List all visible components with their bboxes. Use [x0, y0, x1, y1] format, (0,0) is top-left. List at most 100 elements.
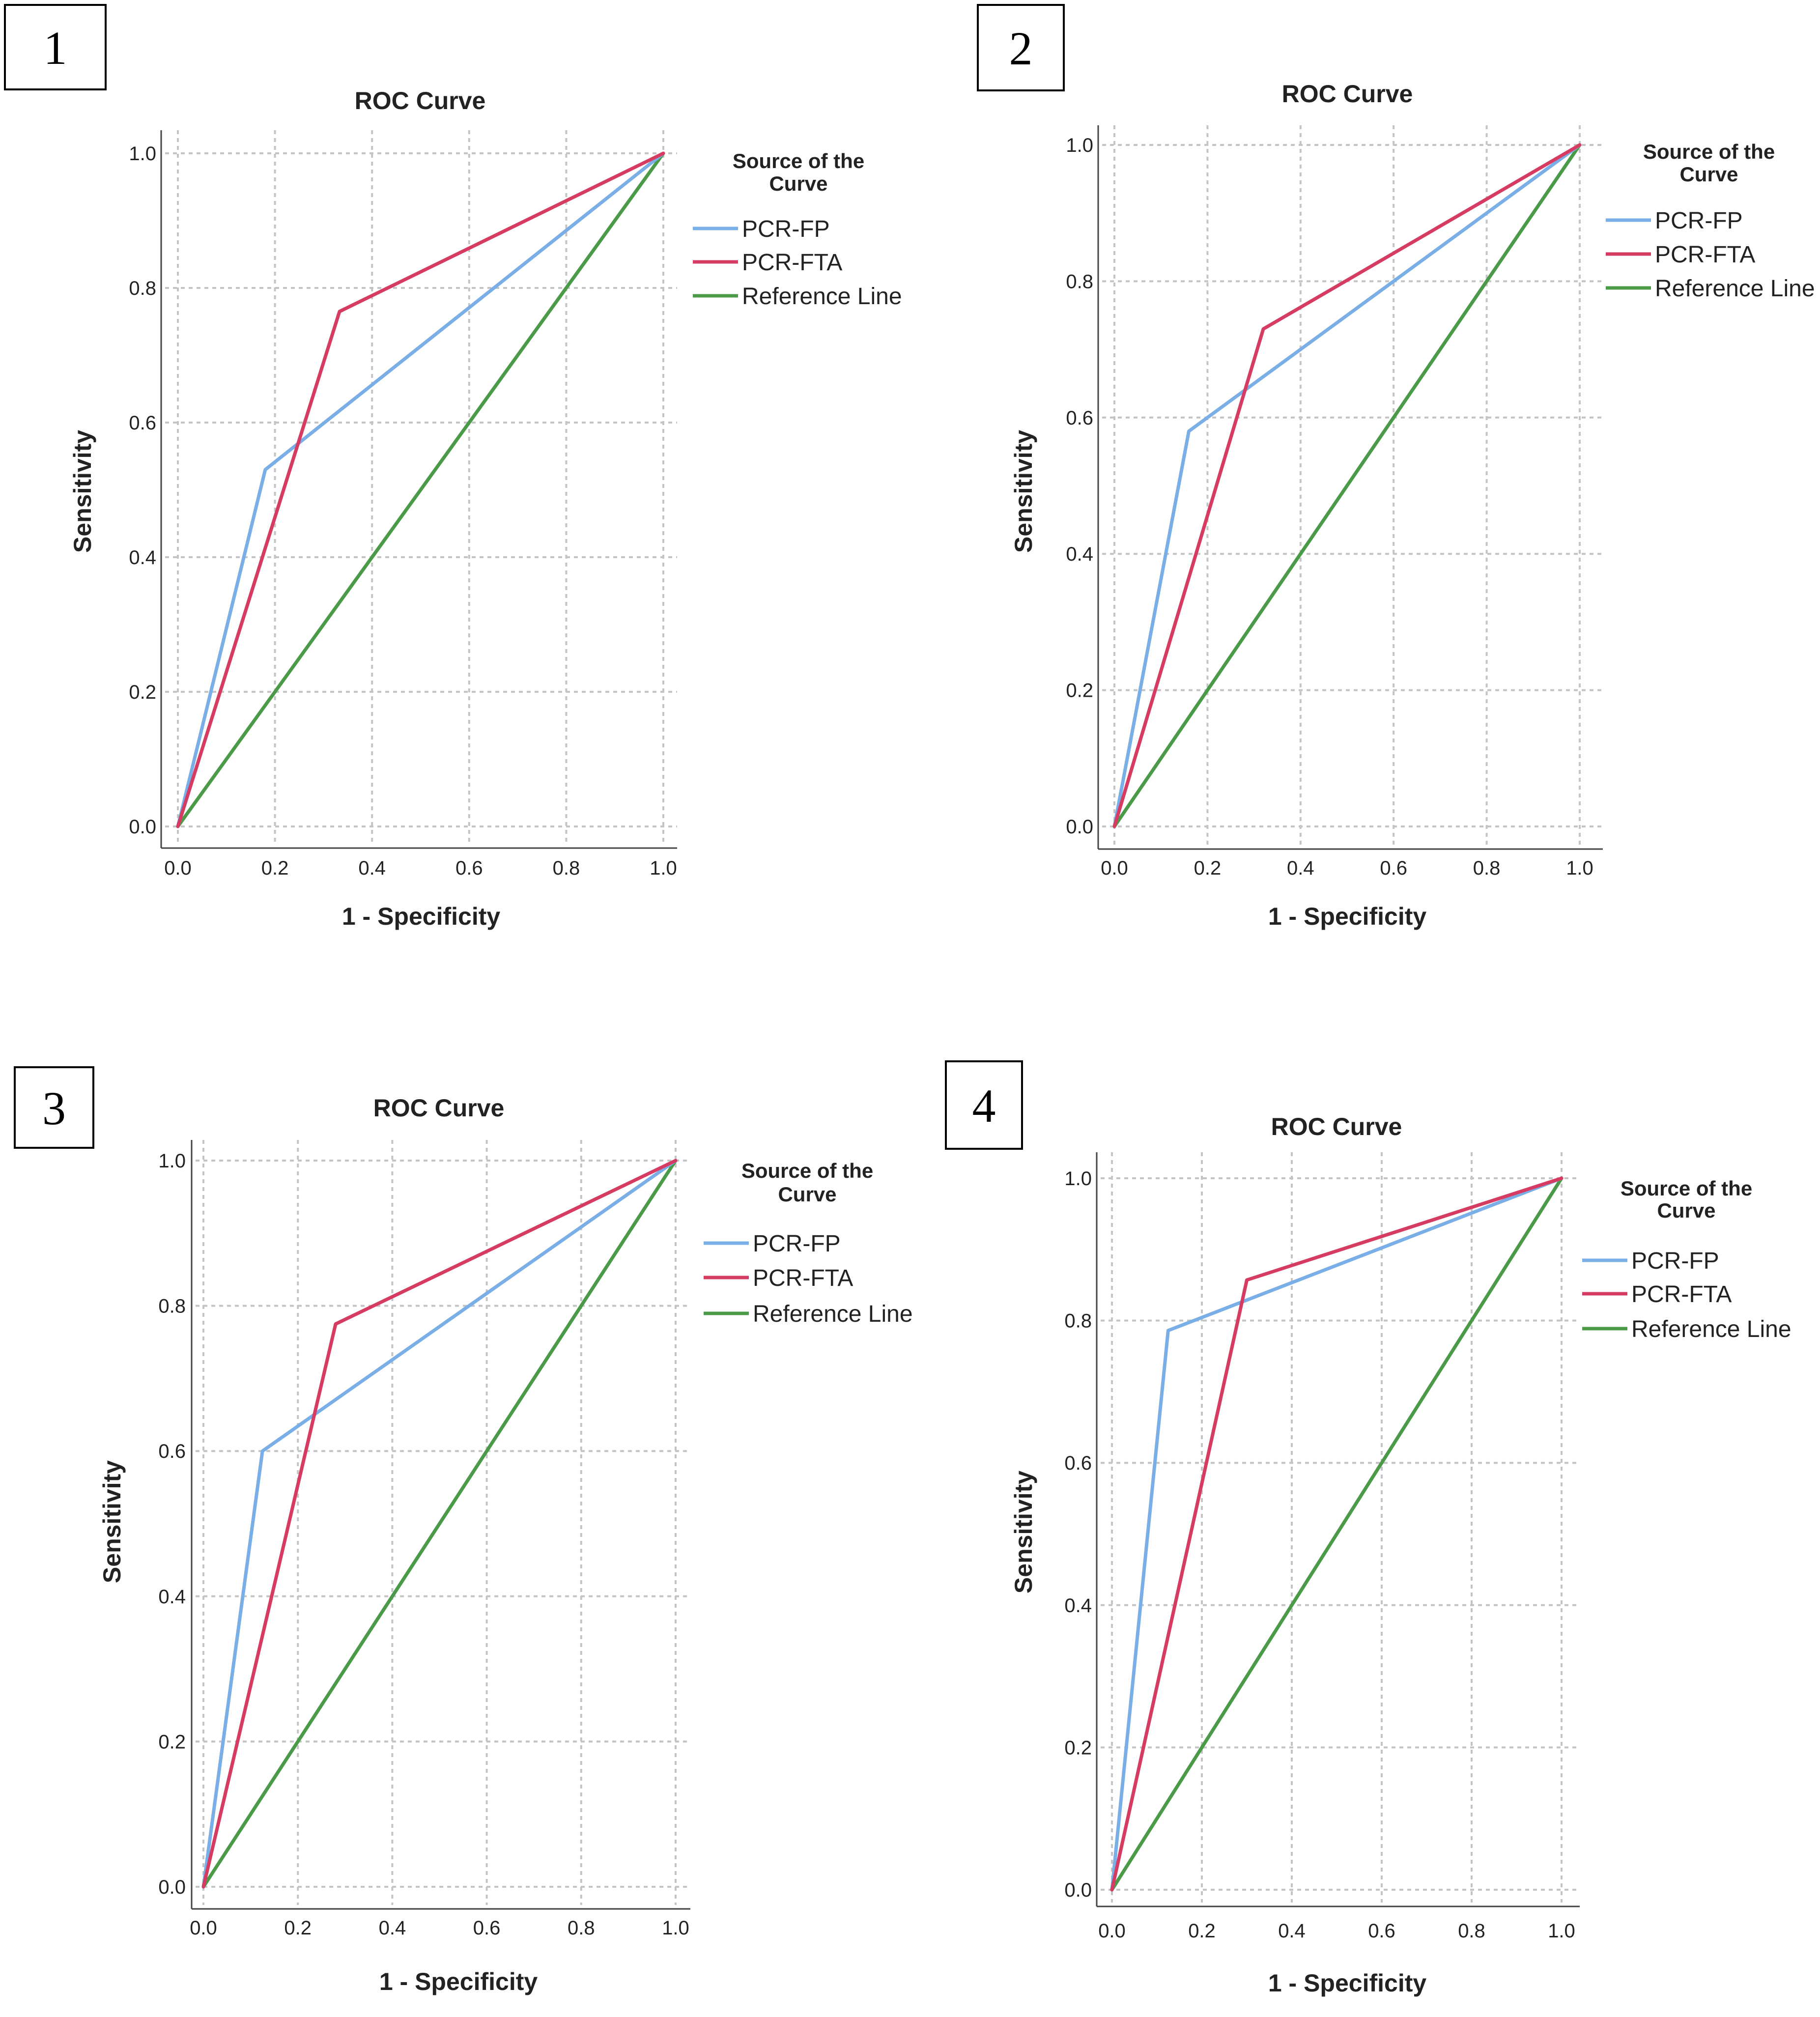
y-tick-label: 0.2 — [129, 682, 156, 703]
y-tick-label: 0.0 — [129, 816, 156, 838]
x-tick-label: 0.0 — [190, 1917, 217, 1939]
legend-label-pcr-fp: PCR-FP — [753, 1231, 841, 1257]
y-tick-label: 0.0 — [158, 1876, 186, 1898]
y-axis-label: Sensitivity — [98, 1460, 126, 1583]
legend-title: Curve — [1679, 163, 1738, 186]
x-tick-label: 0.4 — [379, 1917, 406, 1939]
panel-number: 4 — [972, 1080, 996, 1132]
y-tick-label: 0.8 — [1064, 1310, 1092, 1332]
y-tick-label: 0.8 — [129, 278, 156, 299]
legend-label-pcr-fp: PCR-FP — [1655, 208, 1743, 234]
y-tick-label: 0.2 — [1064, 1737, 1092, 1759]
y-tick-label: 0.0 — [1064, 1879, 1092, 1901]
y-tick-label: 0.8 — [158, 1296, 186, 1317]
panel-number-box — [14, 1066, 94, 1149]
y-tick-label: 0.4 — [129, 547, 156, 568]
roc-chart-panel-1: 1 ROC Curve 0.0 0.2 0.4 0.6 0.8 1.0 0.0 0.2 0.4 0.6… — [4, 4, 902, 930]
x-tick-label: 0.8 — [1458, 1920, 1485, 1942]
series-line-pcr-fp — [176, 151, 665, 828]
y-tick-label: 0.6 — [158, 1441, 186, 1462]
series-line-reference-line — [1110, 1176, 1564, 1892]
x-axis-label: 1 - Specificity — [1268, 1969, 1427, 1997]
x-axis-label: 1 - Specificity — [1268, 903, 1427, 930]
legend-label-reference-line: Reference Line — [753, 1301, 913, 1327]
series-line-pcr-fta — [176, 151, 665, 828]
legend-title: Source of the — [741, 1159, 873, 1182]
panel-number: 1 — [44, 22, 67, 74]
series-line-reference-line — [1112, 143, 1582, 828]
legend-title: Source of the — [1643, 140, 1775, 163]
legend-label-pcr-fp: PCR-FP — [1631, 1248, 1719, 1274]
chart-title: ROC Curve — [355, 87, 486, 114]
legend-title: Source of the — [1621, 1177, 1752, 1200]
legend-label-pcr-fta: PCR-FTA — [742, 250, 842, 276]
series-line-pcr-fta — [201, 1159, 678, 1889]
legend-label-pcr-fta: PCR-FTA — [1631, 1281, 1732, 1307]
y-tick-label: 0.8 — [1066, 271, 1093, 292]
y-tick-label: 0.4 — [1064, 1595, 1092, 1617]
y-tick-label: 0.6 — [1064, 1452, 1092, 1474]
x-tick-label: 1.0 — [650, 857, 677, 879]
x-tick-label: 0.4 — [1278, 1920, 1306, 1942]
x-tick-label: 1.0 — [662, 1917, 689, 1939]
x-tick-label: 0.8 — [1473, 857, 1501, 879]
series-line-pcr-fta — [1112, 143, 1582, 828]
y-tick-label: 0.6 — [1066, 407, 1093, 429]
x-tick-label: 0.0 — [1101, 857, 1128, 879]
y-tick-label: 1.0 — [158, 1150, 186, 1172]
legend-title: Curve — [1657, 1199, 1715, 1222]
x-tick-label: 0.6 — [1368, 1920, 1395, 1942]
x-tick-label: 0.8 — [568, 1917, 595, 1939]
y-tick-label: 0.4 — [1066, 543, 1093, 565]
series-line-pcr-fta — [1110, 1176, 1564, 1892]
chart-title: ROC Curve — [1271, 1113, 1402, 1140]
series-line-reference-line — [201, 1159, 678, 1889]
chart-title: ROC Curve — [373, 1094, 505, 1122]
legend-label-pcr-fta: PCR-FTA — [753, 1265, 853, 1291]
legend-label-reference-line: Reference Line — [1631, 1316, 1792, 1342]
series-line-pcr-fp — [1112, 143, 1582, 828]
y-tick-label: 1.0 — [1064, 1168, 1092, 1190]
y-tick-label: 0.2 — [1066, 680, 1093, 702]
x-tick-label: 0.6 — [455, 857, 483, 879]
x-tick-label: 0.2 — [284, 1917, 312, 1939]
legend-title: Source of the — [733, 149, 864, 172]
panel-number: 3 — [42, 1082, 66, 1135]
x-tick-label: 1.0 — [1548, 1920, 1575, 1942]
legend-label-pcr-fp: PCR-FP — [742, 216, 830, 242]
legend-label-reference-line: Reference Line — [1655, 276, 1815, 302]
y-tick-label: 1.0 — [1066, 135, 1093, 156]
panel-number-box — [977, 4, 1065, 91]
x-tick-label: 1.0 — [1566, 857, 1593, 879]
x-tick-label: 0.4 — [1287, 857, 1314, 879]
chart-title: ROC Curve — [1282, 80, 1413, 108]
legend-title: Curve — [778, 1183, 836, 1206]
roc-chart-panel-3: 3 ROC Curve 0.0 0.2 0.4 0.6 0.8 1.0 0.0 0.2 0.4 0.6… — [14, 1066, 913, 1995]
x-axis-label: 1 - Specificity — [342, 903, 501, 930]
x-tick-label: 0.0 — [164, 857, 192, 879]
x-axis-label: 1 - Specificity — [379, 1968, 538, 1995]
series-line-reference-line — [176, 151, 665, 828]
panel-number-box — [4, 4, 107, 90]
x-tick-label: 0.2 — [1188, 1920, 1216, 1942]
x-tick-label: 0.8 — [553, 857, 580, 879]
panel-number: 2 — [1009, 22, 1033, 75]
y-tick-label: 1.0 — [129, 143, 156, 165]
legend-title: Curve — [769, 172, 827, 195]
series-line-pcr-fp — [201, 1159, 678, 1889]
y-tick-label: 0.6 — [129, 412, 156, 434]
roc-chart-panel-2: 2 ROC Curve 0.0 0.2 0.4 0.6 0.8 1.0 0.0 0.2 0.4 0.6… — [977, 4, 1815, 930]
y-axis-label: Sensitivity — [1010, 1471, 1037, 1593]
y-axis-label: Sensitivity — [1010, 430, 1037, 553]
legend-label-reference-line: Reference Line — [742, 284, 902, 310]
x-tick-label: 0.0 — [1098, 1920, 1126, 1942]
y-axis-label: Sensitivity — [69, 430, 96, 553]
y-tick-label: 0.2 — [158, 1731, 186, 1753]
series-line-pcr-fp — [1110, 1176, 1564, 1892]
x-tick-label: 0.6 — [1380, 857, 1407, 879]
